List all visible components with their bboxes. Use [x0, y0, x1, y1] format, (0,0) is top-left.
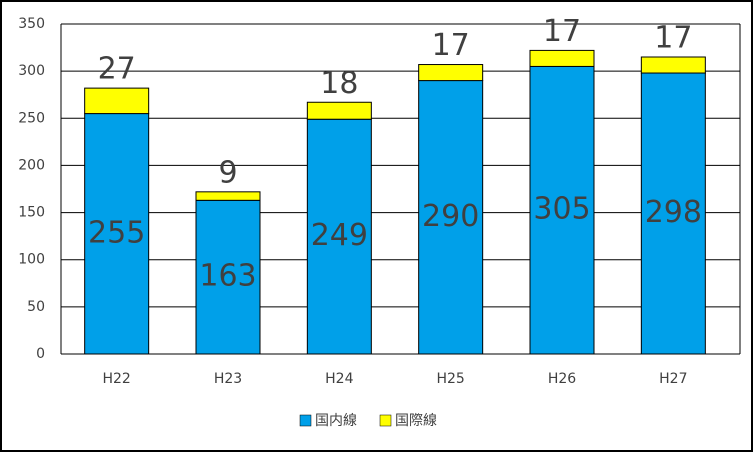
- y-tick-label: 0: [36, 346, 45, 362]
- value-label: 290: [422, 199, 479, 234]
- x-tick-label: H26: [548, 371, 576, 387]
- y-tick-label: 100: [18, 252, 45, 268]
- bar-segment: [529, 49, 595, 67]
- y-tick-label: 50: [27, 299, 45, 315]
- value-label: 9: [218, 155, 237, 190]
- x-tick-label: H24: [325, 371, 353, 387]
- value-label: 163: [199, 259, 256, 294]
- y-tick-label: 300: [18, 63, 45, 79]
- bar-segment: [640, 72, 706, 355]
- bar-segment: [195, 191, 261, 201]
- legend-label: 国内線: [315, 413, 357, 429]
- value-label: 17: [432, 28, 470, 63]
- bar-segment: [306, 118, 372, 355]
- y-tick-label: 150: [18, 205, 45, 221]
- bar-segment: [529, 65, 595, 355]
- value-label: 305: [533, 192, 590, 227]
- value-label: 17: [654, 21, 692, 56]
- bar-segment: [418, 80, 484, 355]
- x-tick-label: H27: [659, 371, 687, 387]
- x-tick-label: H25: [436, 371, 464, 387]
- bar-segment: [84, 113, 150, 355]
- value-label: 17: [543, 14, 581, 49]
- value-label: 298: [645, 195, 702, 230]
- y-tick-label: 250: [18, 110, 45, 126]
- legend-label: 国際線: [395, 413, 437, 429]
- bar-segment: [195, 199, 261, 355]
- bar-segment: [418, 64, 484, 82]
- bar-segment: [84, 87, 150, 115]
- value-label: 18: [320, 66, 358, 101]
- value-label: 27: [98, 52, 136, 87]
- y-tick-label: 200: [18, 157, 45, 173]
- x-tick-label: H23: [214, 371, 242, 387]
- legend-swatch: [379, 414, 392, 427]
- value-label: 249: [311, 218, 368, 253]
- bar-segment: [640, 56, 706, 74]
- x-tick-label: H22: [102, 371, 130, 387]
- value-label: 255: [88, 215, 145, 250]
- legend-swatch: [299, 414, 312, 427]
- bar-segment: [306, 101, 372, 120]
- y-tick-label: 350: [18, 16, 45, 32]
